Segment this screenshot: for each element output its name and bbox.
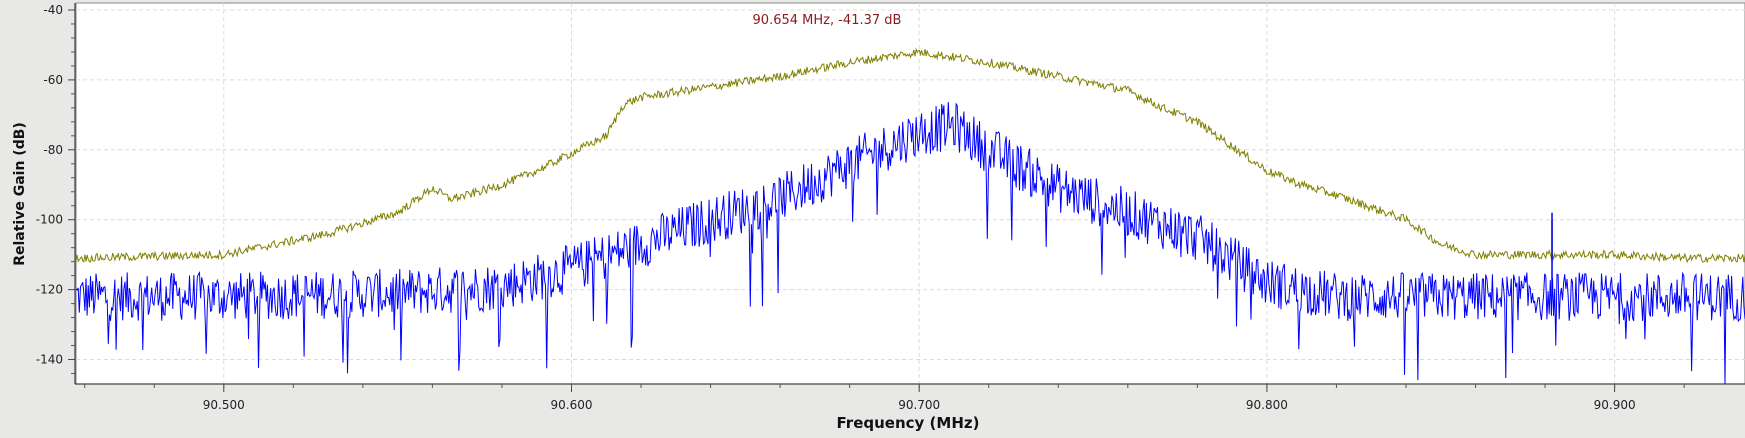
y-tick-label: -120 <box>36 283 63 297</box>
traces <box>75 47 1745 385</box>
max-hold-trace-line <box>75 47 1745 264</box>
y-tick-label: -100 <box>36 213 63 227</box>
y-axis-label: Relative Gain (dB) <box>12 122 28 266</box>
y-tick-label: -40 <box>43 3 63 17</box>
plot-area[interactable] <box>75 2 1745 385</box>
x-tick-label: 90.800 <box>1246 398 1288 412</box>
x-tick-label: 90.500 <box>203 398 245 412</box>
y-tick-label: -80 <box>43 143 63 157</box>
axes <box>74 3 1745 385</box>
x-axis-label: Frequency (MHz) <box>837 414 980 432</box>
x-tick-label: 90.600 <box>550 398 592 412</box>
grid-lines <box>76 3 1745 384</box>
live-trace-line <box>75 102 1745 385</box>
marker-readout: 90.654 MHz, -41.37 dB <box>753 13 902 28</box>
x-tick-label: 90.900 <box>1594 398 1636 412</box>
y-ticks: -40 -60 -80 -100 -120 -140 <box>36 3 75 375</box>
x-tick-label: 90.700 <box>898 398 940 412</box>
y-tick-label: -140 <box>36 353 63 367</box>
y-tick-label: -60 <box>43 73 63 87</box>
x-ticks: 90.500 90.600 90.700 90.800 90.900 <box>84 384 1685 412</box>
